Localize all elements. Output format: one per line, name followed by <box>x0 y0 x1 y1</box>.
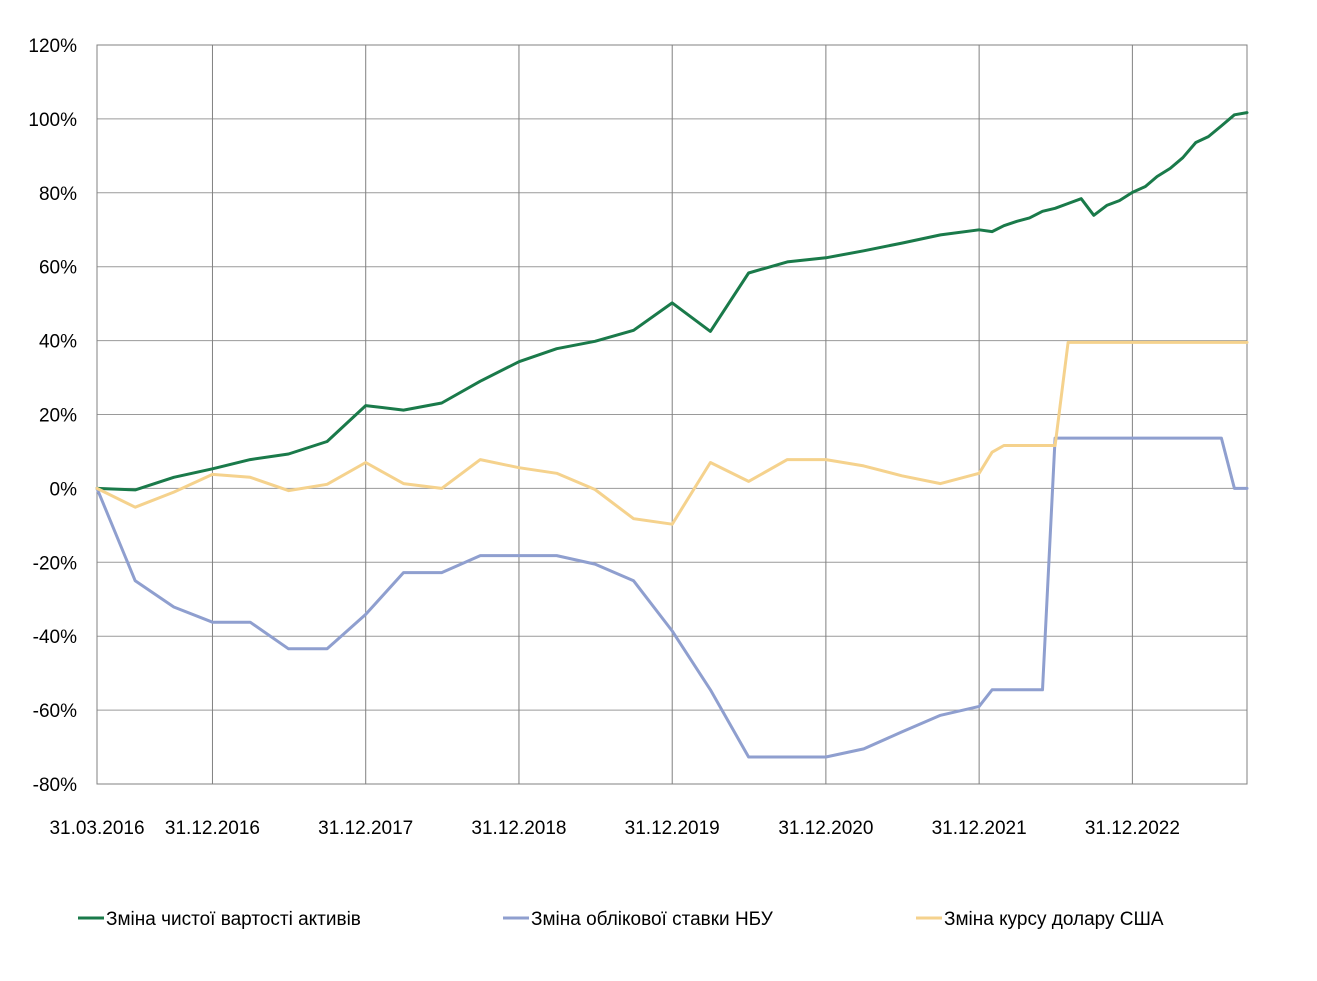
y-tick-label: -60% <box>33 701 77 722</box>
y-tick-label: 60% <box>39 258 77 279</box>
legend-label: Зміна чистої вартості активів <box>106 909 361 930</box>
series-line-2 <box>95 436 1249 759</box>
x-tick-label: 31.12.2018 <box>471 818 566 839</box>
x-tick-label: 31.12.2022 <box>1085 818 1180 839</box>
plot-area-frame <box>96 44 1248 785</box>
y-tick-label: -40% <box>33 627 77 648</box>
series-lines <box>95 111 1249 759</box>
y-tick-label: -20% <box>33 553 77 574</box>
legend-label: Зміна курсу долару США <box>944 909 1164 930</box>
x-axis-tick-labels: 31.03.2016 31.12.2016 31.12.2017 31.12.2018… <box>49 818 1179 839</box>
x-tick-label: 31.12.2019 <box>625 818 720 839</box>
x-tick-label: 31.12.2021 <box>932 818 1027 839</box>
y-tick-label: 100% <box>28 110 77 131</box>
legend: Зміна чистої вартості активів Зміна облік… <box>78 909 1164 930</box>
x-tick-label: 31.12.2016 <box>165 818 260 839</box>
y-tick-label: 120% <box>28 36 77 57</box>
y-tick-label: 0% <box>50 479 78 500</box>
y-axis-tick-labels: 120% 100% 80% 60% 40% 20% 0% -20% -40% -60% -80% <box>28 36 77 796</box>
x-tick-label: 31.03.2016 <box>49 818 144 839</box>
y-tick-label: 80% <box>39 184 77 205</box>
legend-label: Зміна облікової ставки НБУ <box>531 909 774 930</box>
y-tick-label: 40% <box>39 332 77 353</box>
vertical-gridlines <box>211 45 1133 784</box>
y-tick-label: 20% <box>39 406 77 427</box>
x-tick-label: 31.12.2017 <box>318 818 413 839</box>
series-line-1 <box>95 111 1249 492</box>
x-tick-label: 31.12.2020 <box>778 818 873 839</box>
y-tick-label: -80% <box>33 775 77 796</box>
series-line-3 <box>95 340 1249 526</box>
